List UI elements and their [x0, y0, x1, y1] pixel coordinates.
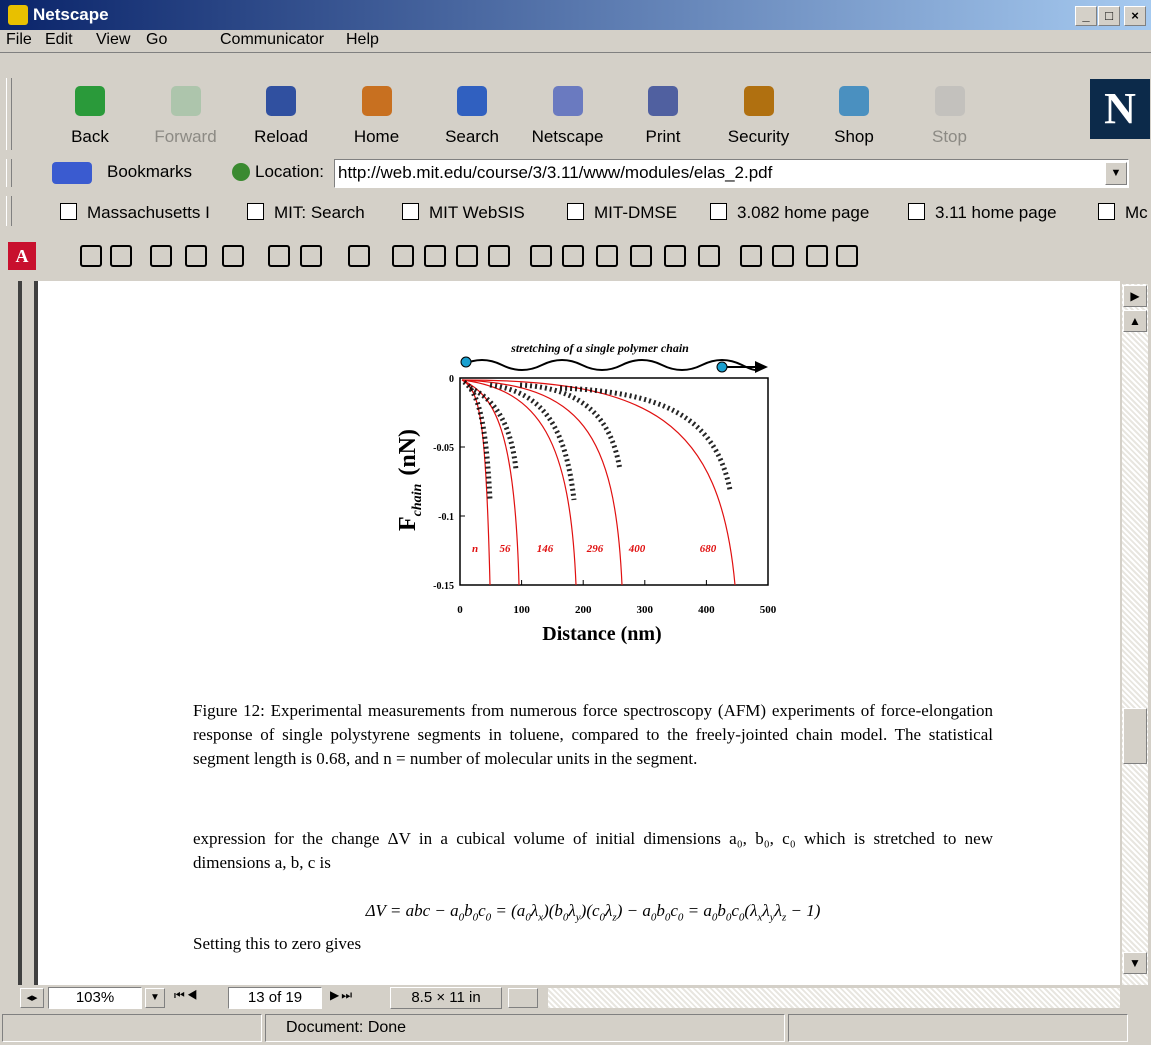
- y-axis-label-main: F: [395, 516, 421, 531]
- equation-part: λ: [762, 901, 769, 920]
- curve-label: 56: [500, 543, 512, 555]
- zoom-field[interactable]: 103%: [48, 987, 142, 1009]
- curve-label: 146: [537, 543, 554, 555]
- x-tick-label: 400: [698, 604, 715, 616]
- page: Netscape PDF view {"window": {"title": "…: [0, 0, 1151, 1045]
- equation-part: b: [464, 901, 473, 920]
- equation-part: λ: [775, 901, 782, 920]
- security-panel[interactable]: [2, 1014, 262, 1042]
- y-axis-label-sub: chain: [410, 483, 425, 516]
- first-prev-buttons[interactable]: ⏮◀: [174, 988, 224, 1008]
- chain-end: [717, 362, 727, 372]
- zoom-dropdown[interactable]: ▼: [145, 988, 165, 1008]
- acrobat-status-bar: ◂▸ 103% ▼ ⏮◀ 13 of 19 ▶⏭ 8.5 × 11 in: [0, 985, 1151, 1011]
- equation-part: λ: [568, 901, 575, 920]
- chain-end: [461, 357, 471, 367]
- curve-label: 296: [586, 543, 604, 555]
- polymer-chain: [462, 360, 758, 370]
- status-panel: Document: Done: [265, 1014, 785, 1042]
- status-text: Document: Done: [286, 1019, 406, 1037]
- curve-label: 680: [700, 543, 717, 555]
- bookmark-label[interactable]: Mc: [1125, 203, 1148, 222]
- body-paragraph: expression for the change ΔV in a cubica…: [193, 827, 993, 875]
- scroll-thumb[interactable]: [1123, 708, 1147, 764]
- component-bar[interactable]: [788, 1014, 1128, 1042]
- equation-part: − 1): [786, 901, 820, 920]
- measurement-band: [470, 388, 516, 470]
- scroll-up-button[interactable]: ▲: [1123, 310, 1147, 332]
- curve-label: 400: [628, 543, 646, 555]
- arrow-head: [755, 361, 768, 373]
- figure-caption: Figure 12: Experimental measurements fro…: [193, 699, 993, 771]
- equation-part: (λ: [744, 901, 757, 920]
- equation-part: ΔV = abc − a: [366, 901, 459, 920]
- measurement-band: [560, 388, 730, 490]
- page-field[interactable]: 13 of 19: [228, 987, 322, 1009]
- horizontal-scrollbar[interactable]: [548, 988, 1120, 1008]
- figure-title: stretching of a single polymer chain: [510, 341, 689, 355]
- equation-part: c: [731, 901, 739, 920]
- equation-part: b: [717, 901, 726, 920]
- equation-part: ) − a: [617, 901, 651, 920]
- y-tick-label: -0.1: [438, 512, 454, 523]
- equation-part: )(c: [581, 901, 600, 920]
- x-tick-label: 100: [513, 604, 530, 616]
- measurement-band: [490, 385, 574, 500]
- equation-part: b: [656, 901, 665, 920]
- equation: ΔV = abc − a0b0c0 = (a0λx)(b0λy)(c0λz) −…: [193, 899, 993, 929]
- split-handle[interactable]: ◂▸: [20, 988, 44, 1008]
- x-axis-label: Distance (nm): [542, 623, 661, 645]
- equation-part: = (a: [491, 901, 525, 920]
- x-tick-label: 300: [637, 604, 654, 616]
- close-button[interactable]: ×: [1124, 6, 1146, 26]
- page-layout-button[interactable]: [508, 988, 538, 1008]
- netscape-window: Netscape _ □ × FileEditViewGoCommunicato…: [0, 0, 1151, 1045]
- x-tick-label: 500: [760, 604, 777, 616]
- next-page-button[interactable]: ▶: [1123, 285, 1147, 307]
- status-bar: Document: Done: [0, 1012, 1151, 1045]
- scroll-down-button[interactable]: ▼: [1123, 952, 1147, 974]
- y-axis-label: Fchain (nN): [395, 429, 425, 531]
- vertical-scrollbar[interactable]: ▶ ▲ ▼: [1122, 284, 1148, 985]
- curve-label: n: [472, 543, 478, 555]
- equation-part: c: [478, 901, 486, 920]
- equation-part: c: [670, 901, 678, 920]
- equation-part: )(b: [543, 901, 563, 920]
- page-size: 8.5 × 11 in: [390, 987, 502, 1009]
- x-tick-label: 0: [457, 604, 463, 616]
- y-tick-label: -0.05: [433, 443, 454, 454]
- y-tick-label: -0.15: [433, 581, 454, 592]
- y-axis-label-unit: (nN): [395, 429, 421, 476]
- equation-part: = a: [683, 901, 711, 920]
- body-paragraph: Setting this to zero gives: [193, 932, 361, 956]
- x-tick-label: 200: [575, 604, 592, 616]
- y-tick-label: 0: [449, 374, 454, 385]
- next-last-buttons[interactable]: ▶⏭: [330, 988, 380, 1008]
- measurement-band: [520, 385, 620, 470]
